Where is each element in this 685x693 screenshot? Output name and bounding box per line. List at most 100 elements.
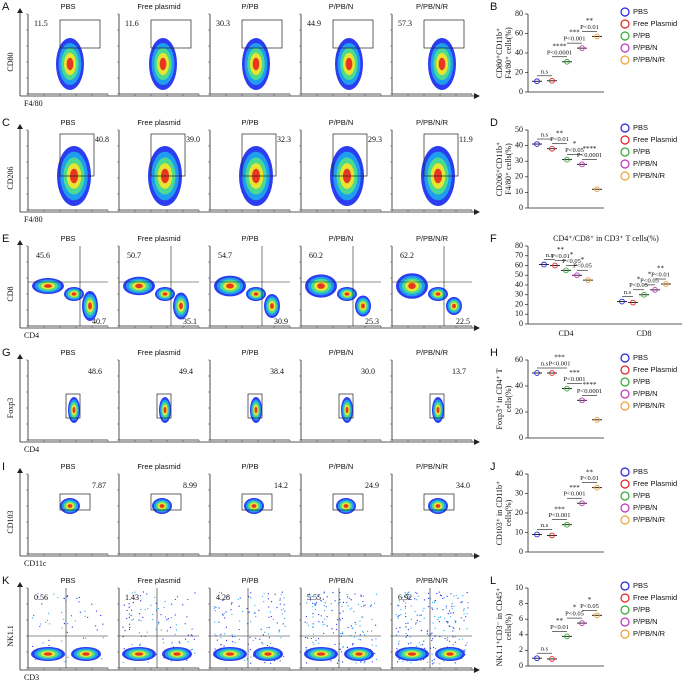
data-point	[579, 500, 585, 507]
event-dot	[132, 592, 134, 594]
event-dot	[128, 613, 130, 615]
legend-marker	[620, 503, 630, 513]
data-point	[579, 620, 585, 626]
gate-percent: 44.9	[307, 19, 321, 28]
event-dot	[84, 610, 86, 612]
arrow-head	[474, 553, 480, 559]
group-label: P/PB/N	[329, 234, 354, 243]
gate-percent: 8.99	[183, 481, 197, 490]
event-dot	[331, 609, 333, 612]
event-dot	[431, 632, 433, 634]
gate-percent: 54.7	[218, 251, 232, 260]
y-tick-label: 10	[515, 187, 523, 196]
group-label: P/PB/N	[329, 462, 354, 471]
event-dot	[466, 592, 468, 594]
event-dot	[397, 615, 399, 618]
event-dot	[452, 630, 454, 632]
event-dot	[187, 598, 189, 601]
event-dot	[398, 605, 400, 607]
y-tick-label: 80	[515, 9, 523, 18]
y-tick-label: 80	[515, 241, 523, 250]
event-dot	[126, 617, 128, 620]
y-tick-label: 40	[515, 469, 523, 478]
event-dot	[87, 616, 89, 618]
event-dot	[234, 642, 236, 644]
gate-percent: 34.0	[456, 481, 470, 490]
event-dot	[352, 642, 354, 644]
event-dot	[361, 630, 364, 632]
data-point	[652, 287, 658, 293]
event-dot	[463, 608, 465, 610]
event-dot	[132, 601, 134, 604]
event-dot	[360, 594, 362, 596]
event-dot	[460, 617, 462, 619]
density-contour	[407, 652, 417, 656]
event-dot	[403, 600, 405, 602]
p-value: P<0.05	[580, 603, 599, 610]
event-dot	[142, 591, 145, 593]
group-label: P/PB/N	[329, 118, 354, 127]
event-dot	[314, 608, 316, 611]
event-dot	[451, 608, 453, 610]
event-dot	[404, 592, 406, 594]
event-dot	[252, 640, 254, 642]
event-dot	[364, 604, 366, 606]
event-dot	[398, 643, 400, 645]
event-dot	[184, 623, 186, 625]
density-contour	[251, 504, 257, 508]
event-dot	[166, 619, 168, 621]
event-dot	[155, 602, 157, 604]
event-dot	[405, 616, 407, 618]
event-dot	[314, 603, 316, 605]
event-dot	[358, 638, 360, 640]
p-value: P<0.01	[580, 475, 599, 482]
event-dot	[313, 604, 316, 606]
y-axis-label: CD80⁺CD11b⁺	[495, 28, 504, 78]
gate-percent: 13.7	[452, 367, 466, 376]
panel-letter: A	[2, 1, 10, 13]
group-label: P/PB/N/R	[416, 2, 449, 11]
gate-percent: 40.8	[95, 135, 109, 144]
p-value: P<0.001	[549, 360, 571, 367]
event-dot	[449, 640, 451, 642]
event-dot	[238, 605, 240, 607]
event-dot	[371, 630, 373, 632]
density-contour	[44, 284, 52, 288]
y-tick-label: 40	[515, 48, 523, 57]
arrow-head	[17, 124, 23, 129]
event-dot	[347, 605, 349, 607]
event-dot	[315, 639, 317, 641]
event-dot	[306, 622, 308, 624]
event-dot	[426, 633, 428, 635]
event-dot	[409, 636, 411, 638]
event-dot	[439, 616, 442, 618]
event-dot	[96, 629, 98, 631]
gate-percent: 32.3	[277, 135, 291, 144]
event-dot	[438, 621, 440, 623]
density-contour	[173, 652, 181, 656]
group-label: P/PB	[241, 118, 258, 127]
gate-percent: 30.3	[216, 19, 230, 28]
event-dot	[282, 608, 284, 610]
event-dot	[171, 642, 173, 644]
event-dot	[129, 627, 131, 629]
y-tick-label: 60	[515, 28, 523, 37]
event-dot	[268, 626, 270, 629]
event-dot	[262, 643, 264, 645]
event-dot	[342, 610, 344, 612]
gate-percent: 62.2	[400, 251, 414, 260]
gate	[65, 393, 81, 419]
data-point	[563, 267, 569, 274]
event-dot	[444, 617, 446, 619]
event-dot	[308, 593, 311, 595]
gate	[332, 133, 368, 177]
legend-marker	[620, 7, 630, 17]
density-contour	[361, 303, 365, 309]
event-dot	[455, 594, 457, 596]
event-dot	[33, 614, 35, 616]
event-dot	[432, 663, 434, 665]
event-dot	[304, 621, 306, 623]
event-dot	[48, 623, 51, 625]
density-contour	[88, 302, 92, 310]
